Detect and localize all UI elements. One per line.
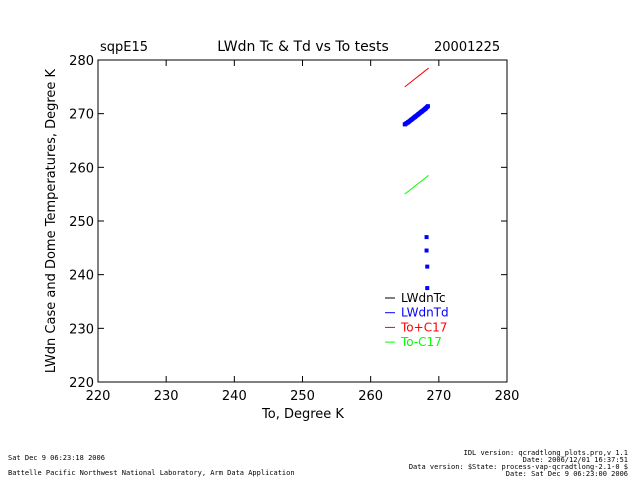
- y-tick-label: 240: [69, 269, 94, 284]
- footer-meta-4: Date: Sat Dec 9 06:23:00 2006: [505, 470, 628, 478]
- x-tick-label: 250: [290, 389, 315, 404]
- y-tick-label: 260: [69, 161, 94, 176]
- legend-label-to-c17: To+C17: [400, 320, 447, 334]
- x-axis-label: To, Degree K: [261, 407, 344, 422]
- x-tick-label: 240: [222, 389, 247, 404]
- legend-label-to-c17: To-C17: [400, 335, 442, 349]
- series-lwdntd-point: [425, 286, 430, 291]
- x-tick-label: 230: [154, 389, 179, 404]
- series-lwdntd-point: [424, 248, 429, 253]
- chart-site: sqpE15: [100, 40, 148, 55]
- plot-area: [402, 67, 430, 291]
- footer-meta-3: Data version: $State: process-vap-qcradt…: [408, 463, 628, 471]
- footer-left-org: Battelle Pacific Northwest National Labo…: [8, 469, 295, 477]
- y-tick-label: 270: [69, 108, 94, 123]
- footer-left-date: Sat Dec 9 06:23:18 2006: [8, 454, 105, 462]
- legend-label-lwdntc: LWdnTc: [401, 291, 446, 305]
- y-tick-label: 230: [69, 322, 94, 337]
- footer-meta-1: IDL version: qcradtlong_plots.pro,v 1.1: [463, 449, 628, 457]
- chart-title: LWdn Tc & Td vs To tests: [217, 39, 389, 55]
- series-to-c17-line: [404, 174, 429, 195]
- series-lwdntd-point: [425, 264, 430, 269]
- y-tick-label: 220: [69, 376, 94, 391]
- series-lwdntd-point: [424, 235, 429, 240]
- x-tick-label: 220: [86, 389, 111, 404]
- y-axis-label: LWdn Case and Dome Temperatures, Degree …: [44, 68, 59, 373]
- footer-meta-2: Date: 2006/12/01 16:37:51: [522, 456, 628, 464]
- series-lwdntd-line: [403, 104, 430, 127]
- y-axis: 220 230 240 250 260 270 280: [69, 54, 507, 391]
- chart-date: 20001225: [434, 40, 500, 55]
- x-tick-label: 260: [358, 389, 383, 404]
- y-tick-label: 280: [69, 54, 94, 69]
- x-axis: 220 230 240 250 260 270 280: [86, 60, 520, 404]
- x-tick-label: 280: [495, 389, 520, 404]
- x-tick-label: 270: [426, 389, 451, 404]
- legend-label-lwdntd: LWdnTd: [401, 306, 449, 320]
- y-tick-label: 250: [69, 215, 94, 230]
- series-to-c17-line: [404, 67, 429, 88]
